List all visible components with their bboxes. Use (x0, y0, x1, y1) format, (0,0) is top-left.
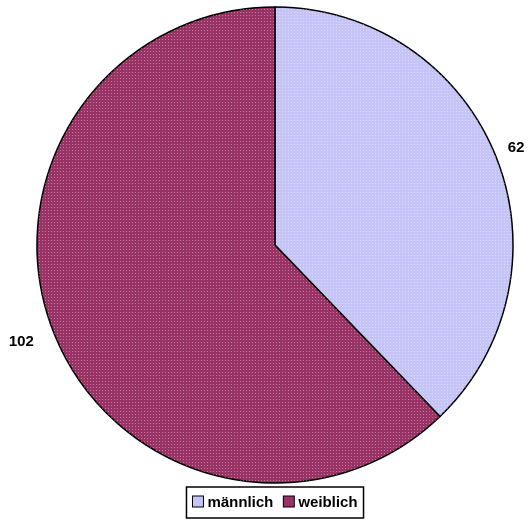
legend: männlich weiblich (185, 486, 365, 519)
legend-swatch (282, 495, 295, 508)
legend-box (185, 486, 365, 519)
legend-swatch (191, 495, 204, 508)
pie (36, 6, 514, 484)
legend-label: männlich (207, 494, 273, 511)
data-label: 62 (508, 139, 525, 156)
slice-texture (36, 7, 441, 484)
slice-texture (275, 7, 513, 417)
legend-label: weiblich (297, 494, 357, 511)
data-label: 102 (9, 333, 34, 350)
